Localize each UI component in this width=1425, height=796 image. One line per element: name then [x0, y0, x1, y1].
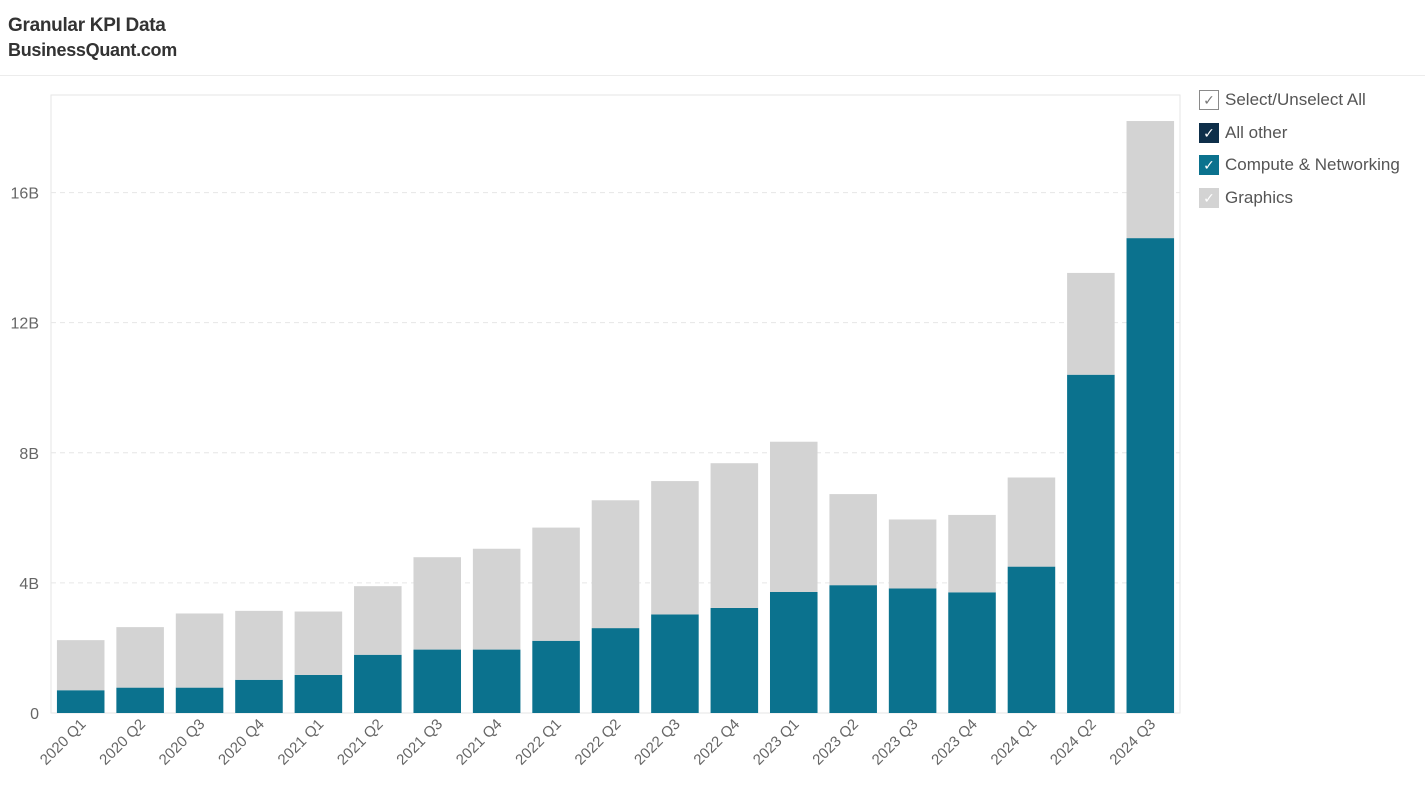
x-tick-label: 2024 Q3	[1106, 716, 1159, 769]
bar-compute-networking	[651, 614, 699, 713]
x-tick-label: 2020 Q2	[96, 716, 149, 769]
x-tick-label: 2024 Q2	[1047, 716, 1100, 769]
legend-label: Compute & Networking	[1225, 155, 1400, 174]
legend-label: Graphics	[1225, 187, 1294, 207]
legend-item-select-all[interactable]: ✓ Select/Unselect All	[1199, 89, 1400, 111]
bar-compute-networking	[532, 640, 580, 713]
y-tick-label: 12B	[11, 316, 39, 333]
bar-graphics	[56, 640, 105, 691]
x-tick-label: 2021 Q2	[334, 716, 387, 769]
x-tick-label: 2021 Q1	[275, 716, 328, 769]
legend-item-all-other[interactable]: ✓ All other	[1199, 122, 1400, 144]
checkbox-icon[interactable]: ✓	[1199, 122, 1219, 143]
x-tick-label: 2020 Q3	[156, 716, 209, 769]
bar-compute-networking	[1067, 374, 1115, 713]
bar-graphics	[235, 610, 283, 680]
bar-compute-networking	[413, 649, 462, 713]
legend-item-graphics[interactable]: ✓ Graphics	[1199, 187, 1400, 209]
bar-graphics	[651, 481, 699, 615]
bar-graphics	[532, 527, 580, 641]
legend-item-compute-networking[interactable]: ✓ Compute & Networking	[1199, 154, 1400, 176]
bar-compute-networking	[354, 654, 402, 713]
bar-graphics	[175, 613, 224, 688]
bar-graphics	[116, 627, 164, 688]
bar-graphics	[769, 441, 818, 593]
bar-compute-networking	[948, 592, 996, 713]
bar-graphics	[1126, 121, 1175, 239]
x-tick-label: 2022 Q1	[512, 716, 565, 769]
bar-graphics	[294, 611, 343, 675]
bar-compute-networking	[472, 649, 521, 713]
checkbox-icon[interactable]: ✓	[1199, 90, 1219, 110]
x-tick-label: 2023 Q1	[750, 716, 803, 769]
checkbox-icon[interactable]: ✓	[1199, 155, 1219, 175]
y-tick-label: 0	[30, 706, 39, 723]
bar-graphics	[591, 500, 640, 629]
bar-graphics	[1067, 272, 1115, 375]
y-tick-label: 4B	[19, 576, 39, 593]
bar-graphics	[710, 463, 759, 608]
x-tick-label: 2022 Q2	[572, 716, 625, 769]
x-tick-label: 2020 Q1	[37, 716, 90, 769]
bar-compute-networking	[294, 674, 343, 713]
legend-label: Select/Unselect All	[1225, 90, 1366, 109]
bar-graphics	[354, 586, 402, 655]
x-tick-label: 2021 Q4	[453, 716, 506, 769]
page-subtitle: BusinessQuant.com	[8, 40, 177, 60]
x-tick-label: 2024 Q1	[988, 716, 1041, 769]
header: Granular KPI Data BusinessQuant.com	[0, 0, 1425, 76]
x-tick-label: 2021 Q3	[393, 716, 446, 769]
bar-compute-networking	[235, 679, 283, 713]
bar-graphics	[413, 557, 462, 650]
bar-compute-networking	[1126, 238, 1175, 713]
bar-compute-networking	[116, 687, 164, 713]
bar-compute-networking	[56, 690, 105, 713]
x-tick-label: 2023 Q3	[869, 716, 922, 769]
legend: ✓ Select/Unselect All ✓ All other ✓ Comp…	[1199, 89, 1400, 219]
bar-compute-networking	[1007, 566, 1056, 713]
bar-compute-networking	[591, 628, 640, 713]
bar-graphics	[1007, 477, 1056, 567]
y-tick-label: 8B	[19, 446, 39, 463]
x-tick-label: 2023 Q4	[928, 716, 981, 769]
bar-graphics	[948, 514, 996, 593]
bar-graphics	[888, 519, 937, 589]
bar-compute-networking	[175, 687, 224, 713]
bar-graphics	[829, 494, 877, 586]
y-tick-label: 16B	[11, 186, 39, 203]
page-title: Granular KPI Data	[8, 15, 166, 36]
bar-compute-networking	[829, 585, 877, 713]
x-tick-label: 2020 Q4	[215, 716, 268, 769]
bar-graphics	[472, 548, 521, 650]
bar-compute-networking	[888, 588, 937, 713]
bar-compute-networking	[769, 592, 818, 713]
x-tick-label: 2023 Q2	[809, 716, 862, 769]
checkbox-icon[interactable]: ✓	[1199, 187, 1219, 208]
bar-compute-networking	[710, 607, 759, 713]
x-tick-label: 2022 Q3	[631, 716, 684, 769]
x-tick-label: 2022 Q4	[690, 716, 743, 769]
legend-label: All other	[1225, 122, 1288, 142]
